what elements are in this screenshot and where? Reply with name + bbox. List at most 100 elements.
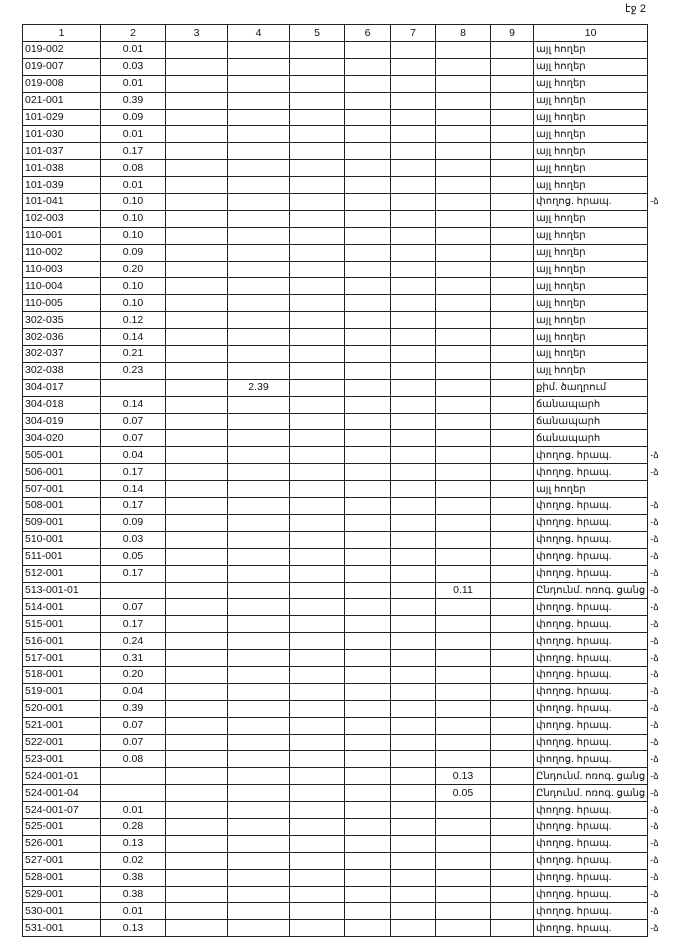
table-cell (289, 834, 345, 853)
header-cell: 5 (289, 24, 345, 42)
table-cell: 110-002 (22, 243, 101, 262)
table-cell: 510-001 (22, 530, 101, 549)
table-cell (227, 328, 290, 347)
table-cell (227, 74, 290, 93)
table-cell: 0.09 (100, 243, 166, 262)
table-cell: 511-001 (22, 547, 101, 566)
table-cell (289, 615, 345, 634)
table-cell: 0.20 (100, 665, 166, 684)
table-row: 304-017 2.39 քիմ. ծաղրում (22, 378, 670, 397)
table-cell (390, 209, 436, 228)
table-cell: 0.03 (100, 530, 166, 549)
table-cell: 529-001 (22, 885, 101, 904)
table-row: 110-005 0.10 այլ հողեր (22, 294, 670, 313)
table-cell: 505-001 (22, 446, 101, 465)
table-cell (289, 260, 345, 279)
table-cell (289, 74, 345, 93)
table-cell (344, 412, 391, 431)
table-cell: 0.20 (100, 260, 166, 279)
margin-note: -ձ (650, 500, 659, 511)
table-cell: Ընդունմ. ոռոգ. ցանց (532, 581, 649, 600)
table-cell: ճանապարհ (532, 412, 649, 431)
table-cell (390, 41, 436, 59)
header-cell: 9 (490, 24, 534, 42)
table-cell (490, 41, 534, 59)
table-cell (289, 91, 345, 110)
table-cell: փողոց. հրապ. (532, 530, 649, 549)
table-cell: 0.10 (100, 209, 166, 228)
table-cell: 0.21 (100, 345, 166, 363)
table-cell: 0.01 (100, 74, 166, 93)
table-cell (227, 429, 290, 448)
table-cell (289, 243, 345, 262)
table-cell: փողոց. հրապ. (532, 649, 649, 667)
table-cell (344, 868, 391, 887)
margin-note (648, 362, 670, 379)
table-cell (165, 41, 228, 59)
table-row: 515-001 0.17 փողոց. հրապ. -ձ (22, 615, 670, 634)
table-cell (390, 361, 436, 380)
table-cell (435, 733, 491, 752)
table-cell (227, 733, 290, 752)
table-cell (289, 868, 345, 887)
table-cell (435, 412, 491, 431)
table-cell (227, 530, 290, 549)
table-cell (490, 919, 534, 938)
table-cell (344, 260, 391, 279)
table-cell (227, 885, 290, 904)
table-cell (227, 395, 290, 414)
table-cell: 021-001 (22, 91, 101, 110)
header-cell: 2 (100, 24, 166, 42)
table-cell: 513-001-01 (22, 581, 101, 600)
margin-note: -ձ (650, 517, 659, 528)
table-cell: այլ հողեր (532, 260, 649, 279)
table-cell (344, 243, 391, 262)
table-cell (490, 378, 534, 397)
table-cell (390, 345, 436, 363)
margin-note: -ձ (650, 753, 659, 764)
table-row: 302-037 0.21 այլ հողեր (22, 345, 670, 363)
table-cell (390, 328, 436, 347)
table-row: 302-035 0.12 այլ հողեր (22, 311, 670, 330)
table-cell (344, 311, 391, 330)
table-cell (390, 868, 436, 887)
table-cell: 101-039 (22, 176, 101, 195)
table-cell (390, 851, 436, 870)
table-cell (344, 632, 391, 651)
table-row: 021-001 0.39 այլ հողեր (22, 91, 670, 110)
table-cell (390, 885, 436, 904)
header-cell: 10 (532, 24, 649, 42)
table-cell (435, 193, 491, 211)
margin-note (648, 379, 670, 396)
table-cell: 0.14 (100, 328, 166, 347)
table-cell (344, 41, 391, 59)
table-cell (165, 108, 228, 127)
table-cell (344, 294, 391, 313)
margin-note: -ձ (650, 821, 659, 832)
table-cell: այլ հողեր (532, 243, 649, 262)
table-cell (344, 834, 391, 853)
header-cell: 3 (165, 24, 228, 42)
table-cell (390, 750, 436, 769)
table-cell: այլ հողեր (532, 159, 649, 178)
table-cell (289, 649, 345, 667)
table-cell (289, 784, 345, 803)
table-cell: այլ հողեր (532, 142, 649, 161)
table-cell: 101-029 (22, 108, 101, 127)
table-row: 505-001 0.04 փողոց. հրապ. -ձ (22, 446, 670, 465)
table-cell (227, 57, 290, 76)
table-cell (165, 412, 228, 431)
table-cell (289, 429, 345, 448)
table-cell (165, 682, 228, 701)
table-cell: 019-002 (22, 41, 101, 59)
margin-note (648, 42, 670, 59)
margin-note: -ձ (650, 669, 659, 680)
table-cell (435, 513, 491, 532)
table-cell (227, 513, 290, 532)
table-cell (490, 868, 534, 887)
table-cell (435, 378, 491, 397)
margin-note (648, 92, 670, 109)
table-cell (490, 159, 534, 178)
table-cell (490, 311, 534, 330)
table-cell (490, 193, 534, 211)
